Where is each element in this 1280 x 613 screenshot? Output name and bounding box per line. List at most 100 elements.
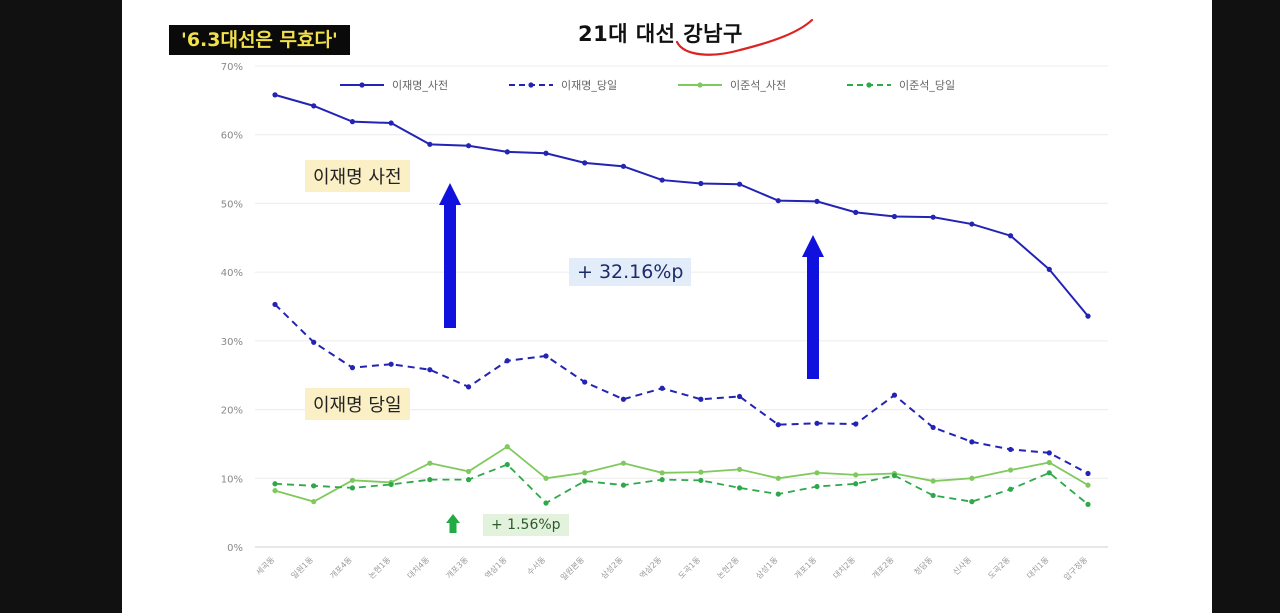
x-tick-label: 개포4동 bbox=[328, 554, 354, 580]
data-point bbox=[891, 213, 898, 220]
data-point bbox=[620, 460, 627, 466]
data-point bbox=[388, 481, 394, 488]
data-point bbox=[1046, 459, 1052, 466]
right-frame bbox=[1212, 0, 1280, 613]
data-point bbox=[465, 143, 472, 149]
data-point bbox=[349, 485, 356, 491]
series-line bbox=[274, 445, 1089, 503]
data-point bbox=[659, 385, 665, 391]
data-point bbox=[736, 393, 743, 400]
x-tick-label: 일원본동 bbox=[559, 555, 586, 582]
data-point bbox=[465, 384, 472, 390]
x-tick-label: 수서동 bbox=[525, 555, 547, 577]
x-tick-label: 신사동 bbox=[951, 555, 973, 577]
x-tick-label: 삼성2동 bbox=[599, 554, 625, 580]
data-point bbox=[427, 141, 433, 147]
data-point bbox=[969, 221, 975, 227]
x-tick-label: 개포1동 bbox=[792, 554, 818, 580]
data-point bbox=[775, 198, 781, 204]
data-point bbox=[543, 475, 549, 481]
data-point bbox=[543, 353, 549, 359]
data-point bbox=[698, 180, 704, 187]
data-point bbox=[427, 367, 433, 373]
data-point bbox=[272, 301, 278, 308]
data-point bbox=[736, 181, 743, 187]
data-point bbox=[736, 485, 743, 491]
data-point bbox=[1046, 470, 1052, 476]
data-point bbox=[814, 420, 820, 426]
diff-lee-jun-label: + 1.56%p bbox=[483, 514, 569, 536]
label-lee-day: 이재명 당일 bbox=[305, 388, 410, 420]
y-tick-label: 70% bbox=[221, 62, 243, 73]
data-point bbox=[504, 358, 510, 364]
data-point bbox=[272, 481, 278, 487]
data-point bbox=[1085, 470, 1091, 477]
data-point bbox=[427, 460, 433, 466]
data-point bbox=[659, 470, 665, 476]
data-point bbox=[620, 482, 627, 488]
data-point bbox=[311, 339, 317, 345]
legend-label: 이준석_당일 bbox=[899, 78, 955, 92]
data-point bbox=[272, 92, 278, 98]
y-tick-label: 0% bbox=[227, 543, 243, 554]
data-point bbox=[427, 477, 433, 483]
data-point bbox=[582, 379, 588, 385]
data-point bbox=[814, 483, 820, 490]
data-point bbox=[698, 396, 704, 402]
x-tick-label: 도곡1동 bbox=[677, 555, 703, 581]
data-point bbox=[659, 477, 665, 483]
data-point bbox=[1085, 501, 1091, 507]
data-point bbox=[504, 149, 510, 155]
data-point bbox=[272, 488, 278, 494]
series-line bbox=[274, 303, 1089, 475]
x-tick-label: 논현2동 bbox=[715, 555, 741, 581]
data-point bbox=[891, 392, 898, 398]
data-point bbox=[853, 481, 859, 487]
y-tick-label: 60% bbox=[221, 131, 243, 142]
x-tick-label: 청담동 bbox=[912, 554, 935, 577]
data-point bbox=[930, 214, 936, 220]
legend-marker bbox=[866, 82, 872, 88]
data-point bbox=[853, 472, 859, 478]
y-tick-label: 30% bbox=[221, 337, 243, 348]
data-point bbox=[349, 119, 356, 125]
data-point bbox=[388, 361, 394, 367]
data-point bbox=[543, 150, 549, 156]
y-tick-label: 10% bbox=[221, 474, 243, 485]
data-point bbox=[620, 396, 627, 402]
data-point bbox=[659, 177, 665, 183]
data-point bbox=[582, 478, 588, 484]
x-tick-label: 개포2동 bbox=[870, 554, 896, 580]
x-tick-label: 압구정동 bbox=[1062, 554, 1090, 582]
underline-stroke bbox=[675, 18, 814, 56]
data-point bbox=[620, 163, 627, 169]
legend-marker bbox=[528, 82, 534, 88]
data-point bbox=[775, 422, 781, 428]
data-point bbox=[388, 120, 394, 126]
x-tick-label: 삼성1동 bbox=[753, 554, 779, 580]
x-tick-label: 대치4동 bbox=[406, 555, 432, 581]
x-tick-label: 역삼2동 bbox=[637, 554, 663, 580]
data-point bbox=[698, 477, 704, 483]
data-point bbox=[969, 439, 975, 445]
y-tick-label: 40% bbox=[221, 268, 243, 279]
arrow-up-icon bbox=[439, 183, 461, 328]
y-tick-label: 20% bbox=[221, 406, 243, 417]
data-point bbox=[311, 499, 317, 505]
data-point bbox=[698, 469, 704, 475]
data-point bbox=[1007, 467, 1014, 473]
arrow-up-icon bbox=[802, 235, 824, 379]
data-point bbox=[930, 478, 936, 484]
legend-label: 이재명_사전 bbox=[392, 79, 448, 92]
chart-title: 21대 대선 강남구 bbox=[578, 22, 743, 46]
data-point bbox=[930, 424, 936, 431]
data-point bbox=[582, 160, 588, 166]
data-point bbox=[1085, 482, 1091, 488]
data-point bbox=[504, 444, 510, 450]
diff-lee-label: + 32.16%p bbox=[569, 258, 692, 286]
left-frame bbox=[0, 0, 122, 613]
slogan-badge: '6.3대선은 무효다' bbox=[169, 25, 350, 55]
x-tick-label: 대치2동 bbox=[832, 555, 858, 581]
data-point bbox=[775, 475, 781, 481]
